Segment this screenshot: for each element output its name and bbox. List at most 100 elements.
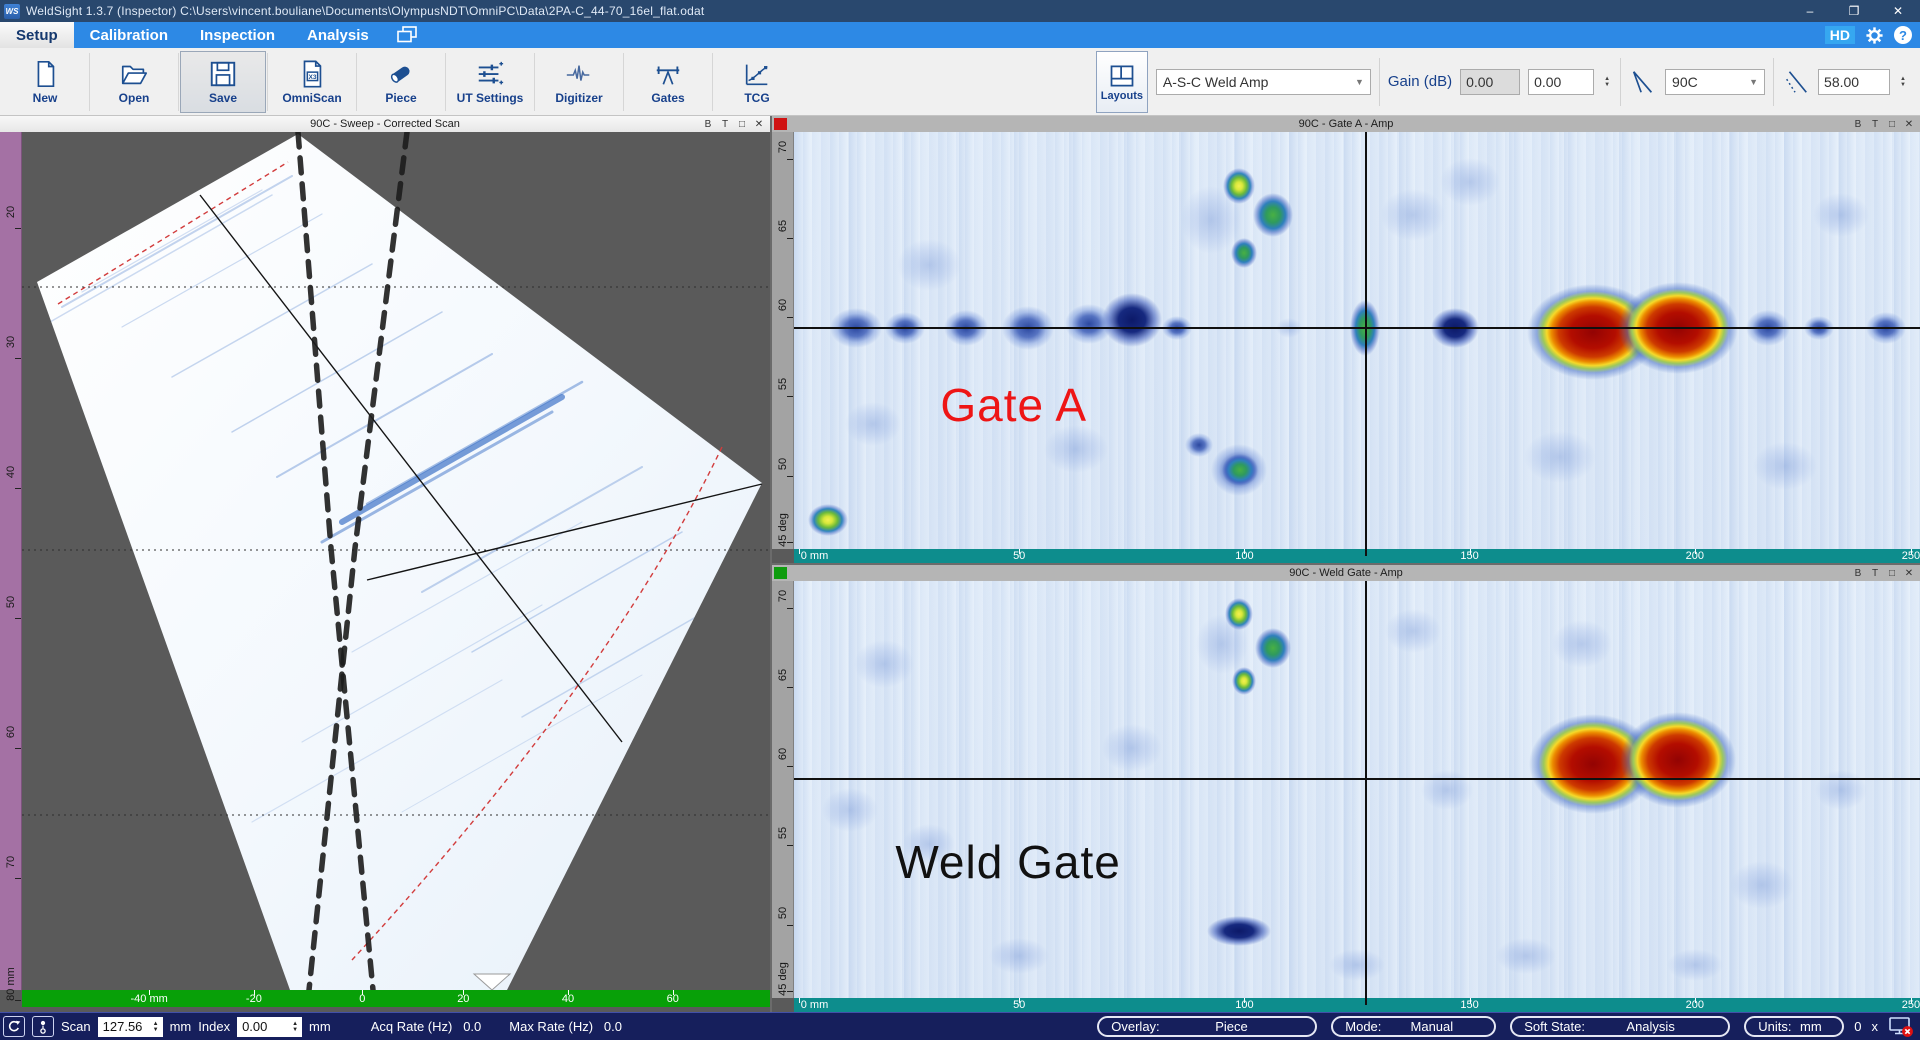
amplitude-blob	[1222, 168, 1255, 205]
index-spinner[interactable]: ▲ ▼	[292, 1020, 299, 1033]
mode-value: Manual	[1410, 1019, 1454, 1034]
main-toolbar: New Open Save X3 OmniScan Piece UT Settings Dig…	[0, 48, 1920, 116]
amplitude-blob	[1439, 158, 1500, 207]
amplitude-blob	[854, 640, 915, 689]
skew-angle-spinner[interactable]: ▲ ▼	[1900, 75, 1906, 88]
annotation-text: Weld Gate	[895, 836, 1121, 889]
new-button[interactable]: New	[2, 51, 88, 113]
amplitude-blob	[1043, 424, 1108, 473]
sweep-panel-header[interactable]: 90C - Sweep - Corrected Scan B T □ ✕	[0, 116, 770, 132]
menu-item-inspection[interactable]: Inspection	[200, 26, 276, 44]
vertical-cursor-line[interactable]	[1364, 581, 1367, 998]
open-button[interactable]: Open	[91, 51, 177, 113]
layout-preset-select[interactable]: A-S-C Weld Amp ▼	[1155, 68, 1371, 95]
axis-label: -20	[245, 993, 262, 1005]
menu-item-calibration[interactable]: Calibration	[89, 26, 169, 44]
acq-rate-label: Acq Rate (Hz)	[370, 1019, 453, 1034]
amplitude-blob	[1815, 769, 1868, 810]
menu-item-analysis[interactable]: Analysis	[307, 26, 369, 44]
axis-tick	[798, 998, 800, 1003]
axis-label: 250	[1901, 999, 1920, 1011]
window-title: WeldSight 1.3.7 (Inspector) C:\Users\vin…	[26, 4, 705, 18]
scan-input[interactable]: 127.56 ▲ ▼	[97, 1016, 163, 1037]
overlay-pill[interactable]: Overlay: Piece	[1097, 1016, 1318, 1037]
amplitude-blob	[844, 401, 901, 446]
index-input[interactable]: 0.00 ▲ ▼	[237, 1016, 303, 1037]
separator	[356, 52, 357, 111]
amplitude-blob	[1231, 237, 1258, 268]
close-button[interactable]: ✕	[1892, 4, 1904, 18]
hd-badge[interactable]: HD	[1824, 26, 1855, 44]
scan-spinner[interactable]: ▲ ▼	[152, 1020, 159, 1033]
gate-a-heatmap[interactable]: Gate A	[794, 132, 1920, 549]
save-button[interactable]: Save	[180, 50, 266, 113]
horizontal-cursor-line[interactable]	[794, 777, 1920, 780]
sweep-tile-button[interactable]: T	[721, 118, 729, 130]
sweep-close-button[interactable]: ✕	[754, 118, 764, 130]
restore-button[interactable]: ❐	[1848, 4, 1860, 18]
workspace: 90C - Sweep - Corrected Scan B T □ ✕ 20 30 40…	[0, 116, 1920, 1012]
cursor-link-button[interactable]	[32, 1016, 54, 1037]
ruler-tick	[787, 686, 793, 688]
gatea-maximize-button[interactable]: □	[1888, 118, 1896, 130]
ut-settings-button[interactable]: UT Settings	[447, 51, 533, 113]
weld-gate-heatmap[interactable]: Weld Gate	[794, 581, 1920, 998]
gatea-close-button[interactable]: ✕	[1904, 118, 1914, 130]
amplitude-blob	[1752, 441, 1817, 490]
weldg-maximize-button[interactable]: □	[1888, 567, 1896, 579]
weldg-bind-button[interactable]: B	[1854, 567, 1862, 579]
omniscan-button[interactable]: X3 OmniScan	[269, 51, 355, 113]
weld-gate-panel-title: 90C - Weld Gate - Amp	[1289, 567, 1403, 579]
gain-value-field[interactable]: 0.00	[1528, 68, 1595, 95]
index-label: Index	[198, 1019, 231, 1034]
piece-button[interactable]: Piece	[358, 51, 444, 113]
layouts-button[interactable]: Layouts	[1095, 50, 1148, 113]
wedge-select[interactable]: 90C ▼	[1665, 68, 1766, 95]
amplitude-blob	[1185, 432, 1214, 457]
mode-pill[interactable]: Mode: Manual	[1331, 1016, 1497, 1037]
save-label: Save	[208, 90, 238, 105]
axis-label: 200	[1685, 550, 1704, 562]
axis-tick	[149, 990, 151, 995]
sweep-bind-button[interactable]: B	[704, 118, 712, 130]
gate-a-panel-header[interactable]: 90C - Gate A - Amp B T □ ✕	[772, 116, 1920, 132]
weldg-close-button[interactable]: ✕	[1904, 567, 1914, 579]
soft-state-pill[interactable]: Soft State: Analysis	[1510, 1016, 1731, 1037]
ruler-tick	[15, 227, 21, 229]
horizontal-cursor-line[interactable]	[794, 327, 1920, 330]
tcg-button[interactable]: TCG	[714, 51, 800, 113]
gatea-bind-button[interactable]: B	[1854, 118, 1862, 130]
open-folder-icon	[121, 65, 148, 84]
wedge-value: 90C	[1672, 73, 1698, 90]
acq-rate-value: 0.0	[463, 1019, 482, 1034]
ut-settings-label: UT Settings	[456, 90, 524, 105]
gatea-tile-button[interactable]: T	[1871, 118, 1879, 130]
weld-gate-panel-header[interactable]: 90C - Weld Gate - Amp B T □ ✕	[772, 565, 1920, 581]
acq-rate: Acq Rate (Hz) 0.0	[371, 1019, 482, 1034]
weldg-tile-button[interactable]: T	[1871, 567, 1879, 579]
minimize-button[interactable]: –	[1806, 4, 1814, 18]
gain-spinner[interactable]: ▲ ▼	[1604, 75, 1611, 88]
help-icon[interactable]: ?	[1894, 26, 1912, 44]
axis-label: 50	[1013, 999, 1026, 1011]
reset-view-button[interactable]	[3, 1016, 25, 1037]
screens-icon[interactable]	[385, 22, 429, 48]
axis-label: 150	[1460, 550, 1479, 562]
overlay-label: Overlay:	[1111, 1019, 1160, 1034]
settings-gear-icon[interactable]	[1865, 26, 1884, 45]
menu-item-setup[interactable]: Setup	[0, 22, 74, 48]
layout-preset-value: A-S-C Weld Amp	[1162, 73, 1269, 90]
digitizer-button[interactable]: Digitizer	[536, 51, 622, 113]
skew-angle-field[interactable]: 58.00	[1818, 68, 1891, 95]
vertical-cursor-line[interactable]	[1364, 132, 1367, 549]
units-pill[interactable]: Units: mm	[1744, 1016, 1845, 1037]
axis-tick	[1910, 549, 1912, 554]
axis-label: 0	[359, 993, 366, 1005]
ruler-tick	[787, 766, 793, 768]
gates-button[interactable]: Gates	[625, 51, 711, 113]
digitizer-icon	[566, 64, 590, 81]
sweep-scan-view[interactable]	[22, 129, 770, 993]
axis-label: 0 mm	[800, 999, 829, 1011]
amplitude-blob	[822, 788, 879, 833]
sweep-maximize-button[interactable]: □	[738, 118, 746, 130]
